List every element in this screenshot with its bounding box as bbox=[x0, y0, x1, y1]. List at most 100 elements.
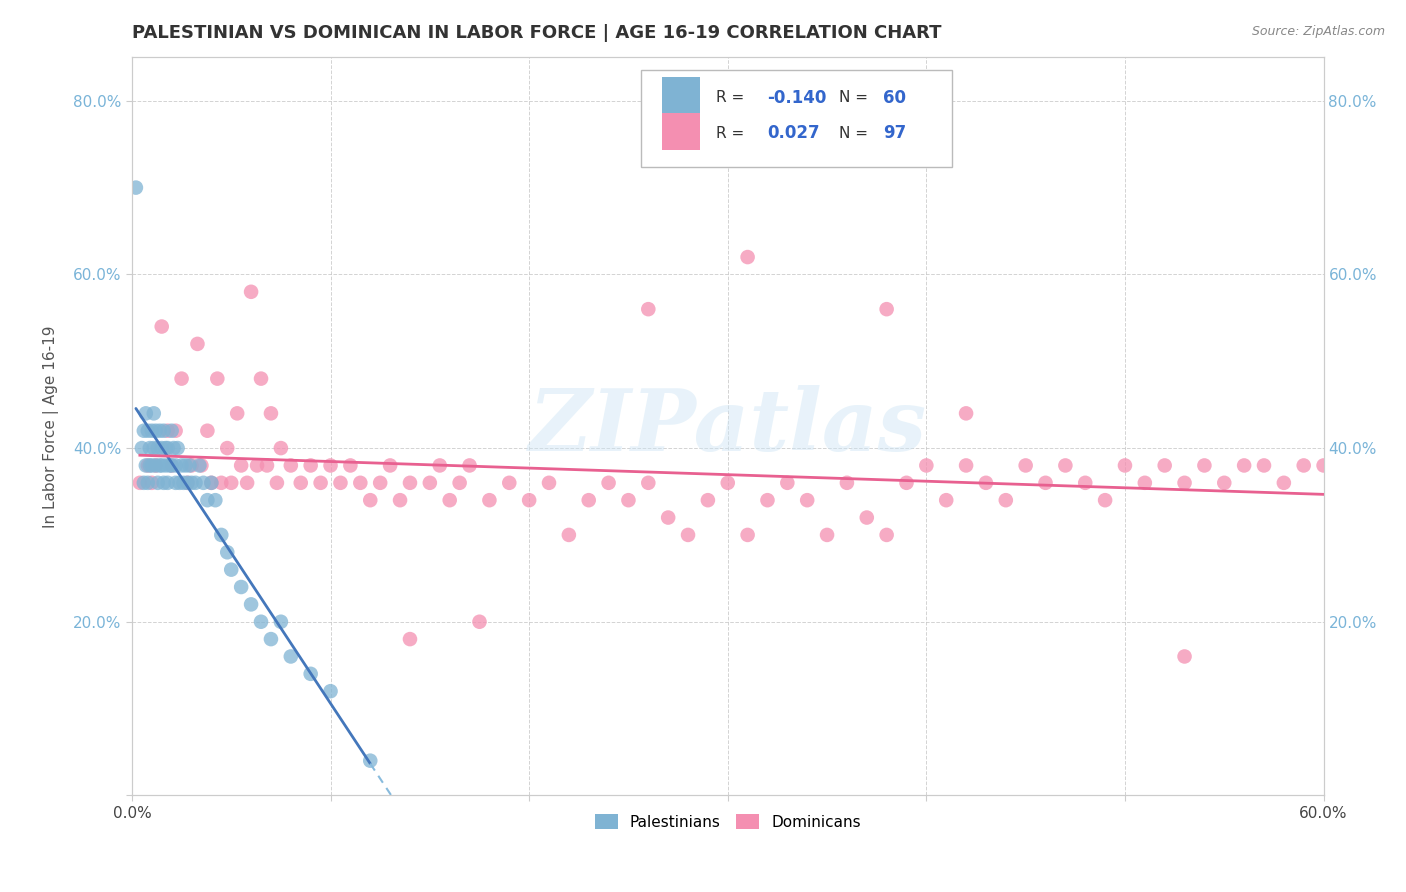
Point bbox=[135, 458, 157, 473]
Point bbox=[197, 493, 219, 508]
Point bbox=[737, 250, 759, 264]
Point bbox=[1014, 458, 1036, 473]
Point bbox=[155, 441, 177, 455]
Point bbox=[219, 475, 242, 490]
Text: 0.027: 0.027 bbox=[768, 124, 820, 143]
Point bbox=[204, 493, 226, 508]
Point bbox=[835, 475, 858, 490]
Point bbox=[250, 371, 273, 385]
Point bbox=[209, 528, 232, 542]
Point bbox=[166, 441, 188, 455]
Point bbox=[478, 493, 501, 508]
Point bbox=[1133, 475, 1156, 490]
Point bbox=[132, 424, 155, 438]
Point bbox=[184, 475, 207, 490]
Point bbox=[174, 458, 197, 473]
Point bbox=[266, 475, 288, 490]
Point bbox=[141, 458, 163, 473]
Point bbox=[955, 458, 977, 473]
Point bbox=[498, 475, 520, 490]
Text: R =: R = bbox=[716, 126, 749, 141]
Point bbox=[165, 458, 187, 473]
Point bbox=[217, 545, 239, 559]
Point bbox=[419, 475, 441, 490]
Text: N =: N = bbox=[838, 90, 873, 105]
Point bbox=[359, 493, 381, 508]
Point bbox=[149, 424, 172, 438]
Legend: Palestinians, Dominicans: Palestinians, Dominicans bbox=[589, 807, 868, 836]
Point bbox=[141, 475, 163, 490]
Point bbox=[156, 475, 179, 490]
Point bbox=[179, 458, 201, 473]
Point bbox=[131, 441, 153, 455]
Point bbox=[200, 475, 222, 490]
Point bbox=[231, 580, 253, 594]
Point bbox=[155, 458, 177, 473]
Point bbox=[558, 528, 581, 542]
Point bbox=[141, 424, 163, 438]
Point bbox=[209, 475, 232, 490]
Text: Source: ZipAtlas.com: Source: ZipAtlas.com bbox=[1251, 25, 1385, 38]
Point bbox=[139, 458, 162, 473]
Point bbox=[146, 441, 169, 455]
FancyBboxPatch shape bbox=[641, 70, 952, 167]
Point bbox=[152, 475, 174, 490]
Point bbox=[149, 458, 172, 473]
Point bbox=[176, 475, 198, 490]
Point bbox=[1054, 458, 1077, 473]
Point bbox=[1173, 475, 1195, 490]
Point bbox=[1233, 458, 1256, 473]
Point bbox=[150, 458, 173, 473]
FancyBboxPatch shape bbox=[662, 78, 700, 114]
Point bbox=[637, 475, 659, 490]
Text: -0.140: -0.140 bbox=[768, 89, 827, 107]
Point bbox=[359, 754, 381, 768]
Point bbox=[449, 475, 471, 490]
Point bbox=[280, 649, 302, 664]
Point bbox=[955, 406, 977, 420]
Point bbox=[1035, 475, 1057, 490]
Point bbox=[246, 458, 269, 473]
Point bbox=[145, 458, 167, 473]
Text: ZIPatlas: ZIPatlas bbox=[529, 384, 927, 468]
Y-axis label: In Labor Force | Age 16-19: In Labor Force | Age 16-19 bbox=[44, 325, 59, 528]
Point bbox=[270, 441, 292, 455]
Point bbox=[190, 458, 212, 473]
Point bbox=[136, 424, 159, 438]
Text: 60: 60 bbox=[883, 89, 905, 107]
Point bbox=[1292, 458, 1315, 473]
Point bbox=[226, 406, 249, 420]
FancyBboxPatch shape bbox=[662, 112, 700, 150]
Point bbox=[737, 528, 759, 542]
Point bbox=[219, 563, 242, 577]
Point bbox=[1194, 458, 1216, 473]
Point bbox=[458, 458, 481, 473]
Point bbox=[468, 615, 491, 629]
Point bbox=[994, 493, 1017, 508]
Text: 97: 97 bbox=[883, 124, 905, 143]
Point bbox=[657, 510, 679, 524]
Point bbox=[329, 475, 352, 490]
Point bbox=[200, 475, 222, 490]
Point bbox=[1213, 475, 1236, 490]
Point bbox=[136, 458, 159, 473]
Point bbox=[170, 371, 193, 385]
Point bbox=[876, 302, 898, 317]
Point bbox=[1253, 458, 1275, 473]
Point bbox=[152, 424, 174, 438]
Text: R =: R = bbox=[716, 90, 749, 105]
Point bbox=[173, 475, 195, 490]
Point bbox=[180, 458, 202, 473]
Point bbox=[299, 458, 322, 473]
Point bbox=[319, 458, 342, 473]
Point bbox=[150, 441, 173, 455]
Point bbox=[162, 441, 184, 455]
Point bbox=[231, 458, 253, 473]
Point bbox=[270, 615, 292, 629]
Point bbox=[256, 458, 278, 473]
Point bbox=[1312, 458, 1334, 473]
Point bbox=[260, 632, 283, 646]
Point bbox=[378, 458, 401, 473]
Point bbox=[240, 598, 263, 612]
Point bbox=[176, 475, 198, 490]
